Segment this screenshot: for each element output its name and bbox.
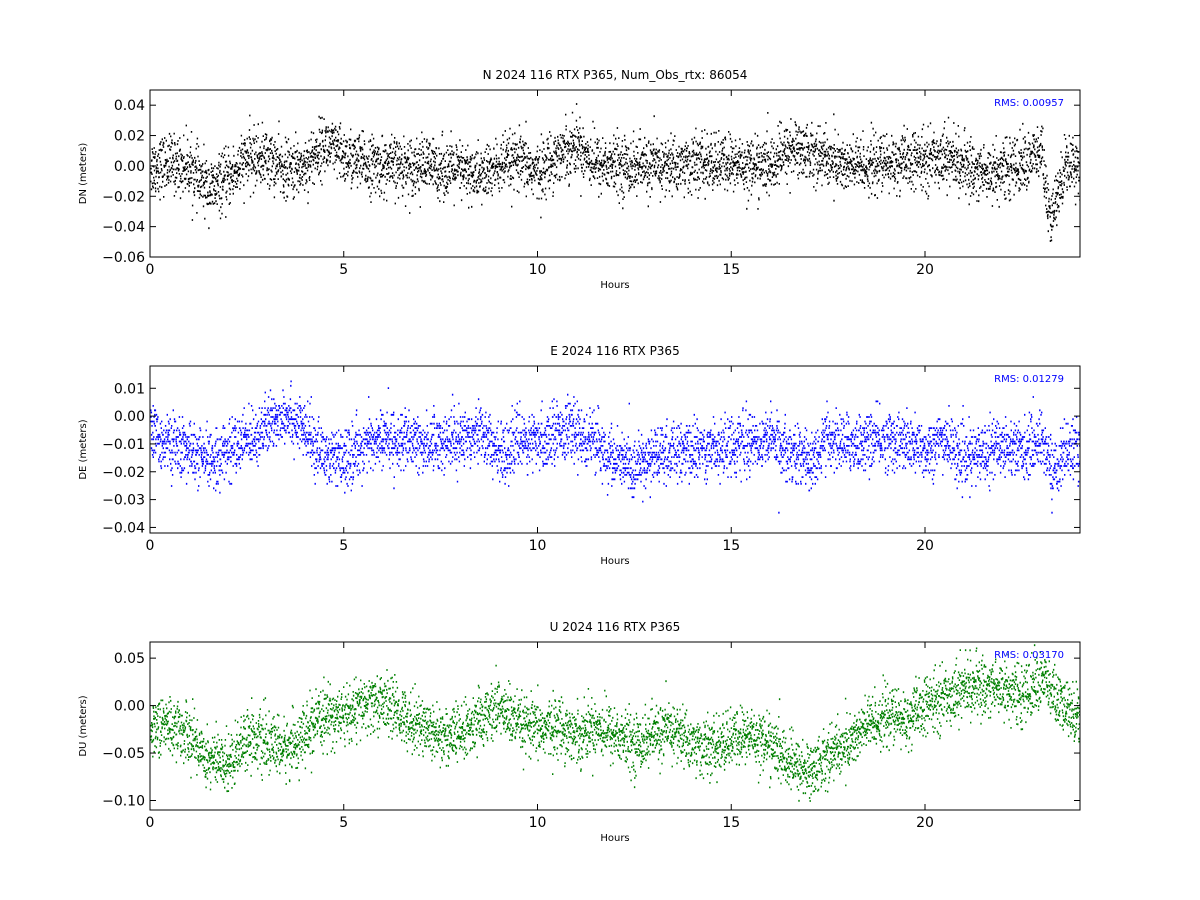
y-tick-label: 0.01 [114, 381, 145, 397]
chart-panel-east: E 2024 116 RTX P365 0.01 0.00 −0.01 −0.02 −0… [78, 344, 1081, 567]
y-tick-label: −0.10 [102, 794, 145, 810]
x-tick-label: 20 [916, 538, 934, 554]
plot-frame [149, 641, 1081, 811]
y-tick-label: −0.05 [102, 746, 145, 762]
chart-panel-up: U 2024 116 RTX P365 0.05 0.00 −0.05 −0.10 0… [78, 620, 1081, 844]
y-tick-label: −0.01 [102, 437, 145, 453]
y-tick-label: −0.04 [102, 220, 145, 236]
rms-annotation: RMS: 0.00957 [994, 98, 1064, 109]
y-axis-label: DE (meters) [78, 419, 89, 479]
y-tick-label: 0.04 [114, 98, 145, 114]
x-tick-label: 5 [339, 538, 348, 554]
x-axis-label: Hours [600, 833, 629, 844]
x-tick-label: 15 [722, 538, 740, 554]
data-points-path [150, 103, 1080, 242]
x-tick-label: 0 [146, 262, 155, 278]
x-tick-label: 5 [339, 815, 348, 831]
x-tick-label: 5 [339, 262, 348, 278]
chart-title: E 2024 116 RTX P365 [550, 344, 679, 358]
plot-frame [149, 89, 1081, 258]
x-tick-label: 15 [722, 815, 740, 831]
x-tick-label: 0 [146, 538, 155, 554]
y-tick-label: 0.00 [114, 159, 145, 175]
x-tick-label: 0 [146, 815, 155, 831]
x-axis-ticks: 0 5 10 15 20 [146, 366, 934, 554]
x-axis-label: Hours [600, 280, 629, 291]
x-axis-label: Hours [600, 556, 629, 567]
data-points [150, 103, 1080, 242]
rms-annotation: RMS: 0.01279 [994, 374, 1064, 385]
y-tick-label: −0.02 [102, 189, 145, 205]
y-tick-label: −0.03 [102, 493, 145, 509]
y-axis-label: DN (meters) [78, 143, 89, 205]
x-tick-label: 10 [529, 815, 547, 831]
y-tick-label: 0.00 [114, 699, 145, 715]
x-axis-ticks: 0 5 10 15 20 [146, 90, 934, 278]
y-axis-ticks: 0.04 0.02 0.00 −0.02 −0.04 −0.06 [102, 98, 1080, 266]
y-tick-label: −0.04 [102, 520, 145, 536]
x-tick-label: 20 [916, 815, 934, 831]
chart-title: U 2024 116 RTX P365 [550, 620, 681, 634]
chart-panel-north: N 2024 116 RTX P365, Num_Obs_rtx: 86054 … [78, 68, 1081, 291]
data-points-path [150, 644, 1080, 802]
y-tick-label: −0.02 [102, 465, 145, 481]
plot-frame [149, 365, 1081, 534]
y-tick-label: 0.05 [114, 651, 145, 667]
y-tick-label: 0.00 [114, 409, 145, 425]
rms-annotation: RMS: 0.03170 [994, 650, 1064, 661]
x-tick-label: 20 [916, 262, 934, 278]
y-axis-ticks: 0.05 0.00 −0.05 −0.10 [102, 651, 1080, 810]
y-tick-label: −0.06 [102, 250, 145, 266]
x-tick-label: 10 [529, 262, 547, 278]
y-tick-label: 0.02 [114, 129, 145, 145]
x-tick-label: 10 [529, 538, 547, 554]
chart-title: N 2024 116 RTX P365, Num_Obs_rtx: 86054 [483, 68, 748, 82]
x-tick-label: 15 [722, 262, 740, 278]
data-points [150, 644, 1080, 802]
y-axis-ticks: 0.01 0.00 −0.01 −0.02 −0.03 −0.04 [102, 381, 1080, 536]
x-axis-ticks: 0 5 10 15 20 [146, 642, 934, 831]
data-points-path [150, 380, 1080, 514]
y-axis-label: DU (meters) [78, 695, 89, 756]
data-points [150, 380, 1080, 514]
